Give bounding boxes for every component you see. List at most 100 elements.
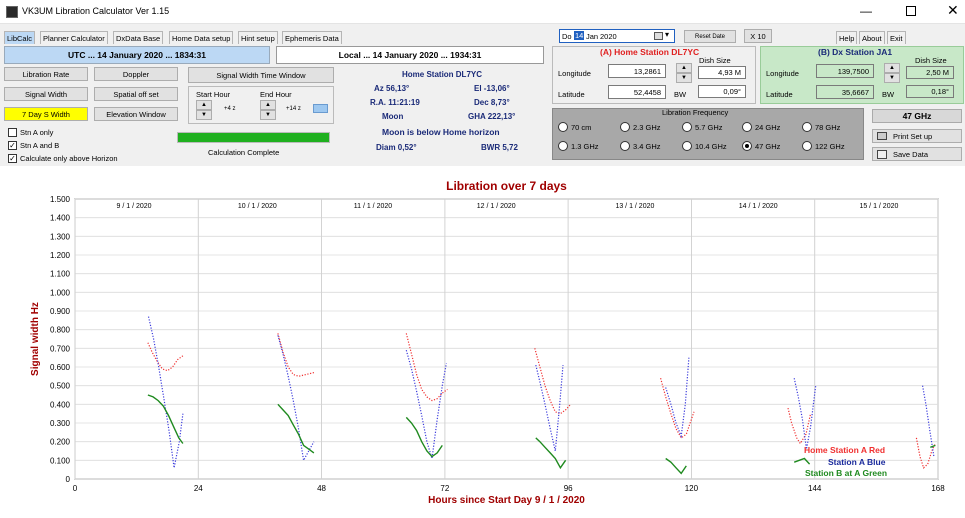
legend-blue: Station A Blue [828, 457, 886, 467]
frequency-title: Libration Frequency [662, 108, 729, 117]
x-tick-label: 24 [194, 484, 203, 493]
time-window-apply-button[interactable] [313, 104, 328, 113]
reset-date-button[interactable]: Reset Date [684, 30, 736, 43]
date-picker[interactable]: Do 14 Jan 2020 ▾ [559, 29, 675, 43]
freq-label: 5.7 GHz [695, 123, 723, 132]
y-tick-label: 1.500 [50, 195, 71, 204]
freq-radio-10-4-ghz[interactable] [682, 141, 692, 151]
start-hour-up-button[interactable]: ▲ [196, 100, 212, 110]
signal-width-time-window-button[interactable]: Signal Width Time Window [188, 67, 334, 83]
station-b-latitude-input[interactable]: 35,6667 [816, 85, 874, 99]
series-line-green [793, 457, 811, 465]
utc-time: UTC ... 14 January 2020 ... 1834:31 [4, 46, 270, 64]
stn-a-and-b-checkbox[interactable]: ✓ [8, 141, 17, 150]
station-a-longitude-input[interactable]: 13,2861 [608, 64, 666, 78]
start-hour-down-button[interactable]: ▼ [196, 110, 212, 120]
station-a-latitude-input[interactable]: 52,4458 [608, 85, 666, 99]
tab-planner-calculator[interactable]: Planner Calculator [40, 31, 108, 44]
save-data-button[interactable]: Save Data [872, 147, 962, 161]
y-tick-label: 0.800 [50, 326, 71, 335]
station-b-dish-input[interactable]: 2,50 M [906, 66, 954, 79]
end-hour-value: +14 z [286, 106, 301, 112]
window-title: VK3UM Libration Calculator Ver 1.15 [22, 6, 170, 16]
start-hour-label: Start Hour [196, 90, 231, 99]
station-a-dish-input[interactable]: 4,93 M [698, 66, 746, 79]
chevron-down-icon[interactable]: ▾ [665, 30, 670, 39]
day7-width-button[interactable]: 7 Day S Width [4, 107, 88, 121]
station-a-dish-up-button[interactable]: ▲ [676, 63, 692, 73]
end-hour-down-button[interactable]: ▼ [260, 110, 276, 120]
series-line-green [930, 444, 936, 448]
end-hour-label: End Hour [260, 90, 292, 99]
end-hour-up-button[interactable]: ▲ [260, 100, 276, 110]
plot-area [74, 198, 939, 480]
station-a-dish-down-button[interactable]: ▼ [676, 73, 692, 83]
tab-ephemeris-data[interactable]: Ephemeris Data [282, 31, 342, 44]
y-tick-label: 0.900 [50, 307, 71, 316]
minimize-icon[interactable]: — [860, 4, 872, 18]
elevation-window-button[interactable]: Elevation Window [94, 107, 178, 121]
progress-label: Calculation Complete [208, 148, 280, 157]
tab-exit[interactable]: Exit [887, 31, 906, 44]
tab-home-data-setup[interactable]: Home Data setup [169, 31, 234, 44]
freq-radio-47-ghz[interactable] [742, 141, 752, 151]
station-b-dish-up-button[interactable]: ▲ [884, 63, 900, 73]
above-horizon-label: Calculate only above Horizon [20, 154, 118, 163]
station-b-longitude-label: Longitude [766, 69, 799, 78]
calendar-icon[interactable] [654, 32, 663, 40]
freq-label: 78 GHz [815, 123, 841, 132]
series-line-blue [535, 364, 564, 452]
station-b-dish-down-button[interactable]: ▼ [884, 73, 900, 83]
x-tick-label: 0 [73, 484, 78, 493]
local-time: Local ... 14 January 2020 ... 1934:31 [276, 46, 544, 64]
station-b-bw-input[interactable]: 0,18° [906, 85, 954, 98]
date-day: Do [562, 32, 572, 41]
diam-value: Diam 0,52° [376, 143, 417, 152]
maximize-icon[interactable] [906, 6, 916, 16]
freq-radio-2-3-ghz[interactable] [620, 122, 630, 132]
y-tick-label: 0.400 [50, 400, 71, 409]
freq-label: 3.4 GHz [633, 142, 661, 151]
close-icon[interactable]: ✕ [947, 2, 959, 18]
day-label: 10 / 1 / 2020 [238, 203, 277, 210]
tab-hint-setup[interactable]: Hint setup [238, 31, 278, 44]
x10-button[interactable]: X 10 [744, 29, 772, 43]
freq-label: 1.3 GHz [571, 142, 599, 151]
home-info-title: Home Station DL7YC [402, 70, 483, 79]
print-setup-button[interactable]: Print Set up [872, 129, 962, 143]
signal-width-button[interactable]: Signal Width [4, 87, 88, 101]
station-b-latitude-label: Latitude [766, 90, 793, 99]
freq-radio-5-7-ghz[interactable] [682, 122, 692, 132]
libration-rate-button[interactable]: Libration Rate [4, 67, 88, 81]
legend-red: Home Station A Red [804, 445, 885, 455]
freq-radio-78-ghz[interactable] [802, 122, 812, 132]
y-tick-label: 1.000 [50, 288, 71, 297]
day-label: 11 / 1 / 2020 [354, 203, 393, 210]
tab-about[interactable]: About [859, 31, 885, 44]
station-a-bw-input[interactable]: 0,09° [698, 85, 746, 98]
freq-radio-3-4-ghz[interactable] [620, 141, 630, 151]
freq-radio-122-ghz[interactable] [802, 141, 812, 151]
stn-a-and-b-label: Stn A and B [20, 141, 60, 150]
libration-chart: 0 0.100 0.200 0.300 0.400 0.500 0.600 0.700 0.80… [30, 179, 945, 506]
x-tick-label: 72 [440, 484, 449, 493]
series-line-green [277, 403, 315, 454]
doppler-button[interactable]: Doppler [94, 67, 178, 81]
tab-libcalc[interactable]: LibCalc [4, 31, 36, 44]
spatial-off-set-button[interactable]: Spatial off set [94, 87, 178, 101]
freq-radio-24-ghz[interactable] [742, 122, 752, 132]
series-line-red [534, 348, 572, 415]
stn-a-only-checkbox[interactable] [8, 128, 17, 137]
freq-radio-70-cm[interactable] [558, 122, 568, 132]
series-line-blue [277, 335, 315, 463]
tab-dxdata-base[interactable]: DxData Base [113, 31, 164, 44]
above-horizon-checkbox[interactable]: ✓ [8, 154, 17, 163]
station-b-longitude-input[interactable]: 139,7500 [816, 64, 874, 78]
freq-radio-1-3-ghz[interactable] [558, 141, 568, 151]
tab-help[interactable]: Help [836, 31, 858, 44]
station-a-dish-label: Dish Size [699, 56, 731, 65]
y-tick-label: 1.300 [50, 232, 71, 241]
x-tick-label: 144 [808, 484, 822, 493]
station-a-latitude-label: Latitude [558, 90, 585, 99]
progress-fill [178, 133, 329, 142]
